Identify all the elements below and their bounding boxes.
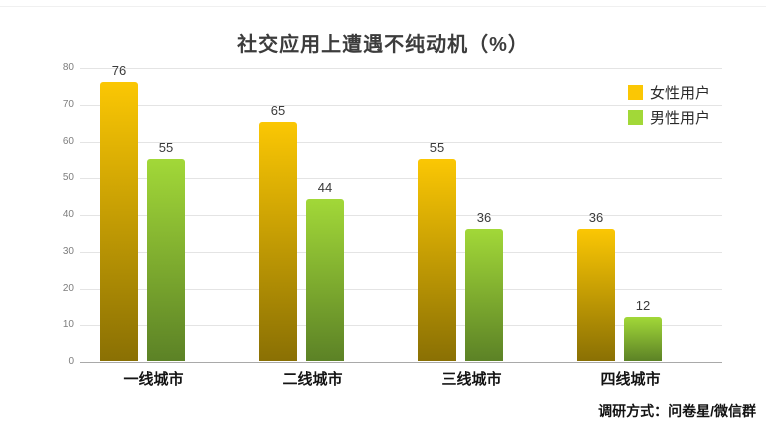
legend-item-male: 男性用户 bbox=[628, 109, 711, 127]
bar-女性用户-三线城市 bbox=[418, 158, 456, 361]
value-label-女性用户-三线城市: 55 bbox=[429, 139, 445, 155]
value-label-男性用户-二线城市: 44 bbox=[317, 180, 333, 196]
gridline-50 bbox=[80, 178, 722, 180]
bar-女性用户-四线城市 bbox=[577, 228, 615, 361]
x-label-一线城市: 一线城市 bbox=[123, 371, 184, 388]
x-label-三线城市: 三线城市 bbox=[441, 371, 502, 388]
top-divider bbox=[0, 6, 766, 7]
y-tick-label-30: 30 bbox=[62, 245, 74, 257]
bar-男性用户-一线城市 bbox=[147, 158, 185, 361]
value-label-女性用户-四线城市: 36 bbox=[588, 209, 604, 225]
x-axis-line bbox=[80, 362, 722, 363]
bar-男性用户-四线城市 bbox=[624, 316, 662, 361]
value-label-男性用户-一线城市: 55 bbox=[158, 139, 174, 155]
y-tick-label-20: 20 bbox=[62, 282, 74, 294]
x-label-四线城市: 四线城市 bbox=[600, 371, 661, 388]
legend: 女性用户 男性用户 bbox=[628, 84, 710, 134]
gridline-10 bbox=[80, 325, 722, 327]
gridline-40 bbox=[80, 215, 722, 216]
gridline-20 bbox=[80, 288, 722, 290]
value-label-女性用户-二线城市: 65 bbox=[270, 103, 286, 119]
male-series-swatch bbox=[628, 109, 643, 125]
gridline-70 bbox=[80, 104, 722, 106]
value-label-女性用户-一线城市: 76 bbox=[111, 62, 127, 78]
legend-label-male: 男性用户 bbox=[650, 109, 711, 127]
bar-女性用户-二线城市 bbox=[259, 122, 297, 361]
bar-男性用户-三线城市 bbox=[465, 228, 503, 361]
y-tick-label-10: 10 bbox=[62, 319, 74, 331]
plot-area bbox=[80, 68, 722, 363]
gridline-60 bbox=[80, 141, 722, 143]
female-series-swatch bbox=[628, 84, 643, 100]
gridline-30 bbox=[80, 251, 722, 253]
x-label-二线城市: 二线城市 bbox=[282, 371, 343, 388]
bar-男性用户-二线城市 bbox=[306, 199, 344, 361]
legend-label-female: 女性用户 bbox=[650, 84, 711, 102]
y-tick-label-60: 60 bbox=[62, 135, 74, 147]
y-tick-label-50: 50 bbox=[62, 172, 74, 184]
y-tick-label-40: 40 bbox=[62, 209, 74, 220]
legend-item-female: 女性用户 bbox=[628, 84, 711, 102]
chart-title: 社交应用上遭遇不纯动机（%） bbox=[237, 34, 529, 56]
value-label-男性用户-四线城市: 12 bbox=[635, 297, 651, 313]
bar-女性用户-一线城市 bbox=[100, 81, 138, 361]
y-tick-label-0: 0 bbox=[68, 356, 74, 367]
value-label-男性用户-三线城市: 36 bbox=[476, 209, 492, 225]
source-note: 调研方式：问卷星/微信群 bbox=[598, 403, 756, 419]
gridline-80 bbox=[80, 68, 722, 69]
y-tick-label-80: 80 bbox=[62, 62, 74, 73]
y-tick-label-70: 70 bbox=[62, 98, 74, 110]
